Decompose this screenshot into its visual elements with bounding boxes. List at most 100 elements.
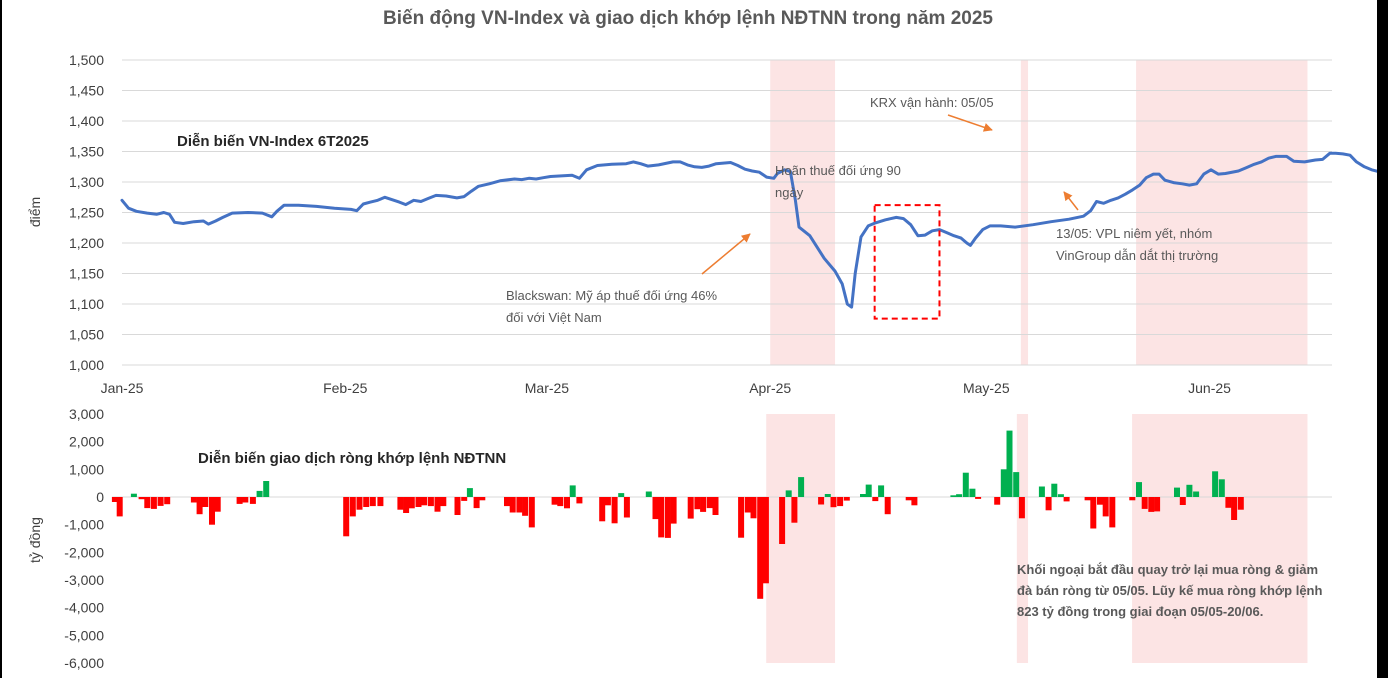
annotation-krx: KRX vận hành: 05/05 [870, 95, 994, 110]
net-flow-bar [905, 497, 912, 501]
net-flow-bar [994, 497, 1001, 505]
net-flow-bar [576, 497, 583, 504]
net-flow-bar [397, 497, 404, 510]
bar-y-tick-label: 0 [96, 489, 104, 505]
bar-shaded-period-0 [766, 414, 836, 663]
net-flow-bar [1141, 497, 1148, 509]
net-flow-bar [824, 494, 831, 497]
net-flow-bar [762, 497, 769, 584]
net-flow-bar [130, 493, 137, 497]
net-flow-bar [116, 497, 123, 517]
net-flow-bar [604, 497, 611, 506]
net-flow-bar [138, 497, 145, 500]
net-flow-bar [434, 497, 441, 512]
annotation-blackswan: đối với Việt Nam [506, 310, 602, 325]
net-flow-bar [516, 497, 523, 513]
net-flow-bar [865, 484, 872, 497]
net-flow-bar [694, 497, 701, 510]
net-flow-bar [564, 497, 570, 509]
foreign-flow-note: đà bán ròng từ 05/05. Lũy kế mua ròng kh… [1017, 583, 1322, 598]
net-flow-bar [1212, 471, 1219, 497]
bar-y-axis-label: tỷ đồng [27, 517, 43, 563]
x-tick-label: Jun-25 [1188, 380, 1231, 396]
line-y-tick-label: 1,400 [69, 113, 104, 129]
net-flow-bar [473, 497, 480, 509]
net-flow-bar [969, 488, 976, 497]
net-flow-bar [403, 497, 410, 513]
net-flow-bar [202, 497, 209, 507]
line-y-tick-label: 1,050 [69, 327, 104, 343]
net-flow-bar [242, 497, 249, 503]
net-flow-bar [1013, 472, 1020, 497]
net-flow-bar [408, 497, 415, 509]
line-y-tick-label: 1,250 [69, 205, 104, 221]
net-flow-bar [1109, 497, 1116, 528]
net-flow-bar [111, 497, 118, 502]
net-flow-bar [623, 497, 630, 518]
net-flow-bar [652, 497, 659, 520]
net-flow-bar [557, 497, 564, 507]
bar-shaded-period-1 [1016, 414, 1029, 663]
net-flow-bar [1000, 469, 1007, 497]
net-flow-bar [738, 497, 745, 538]
net-flow-bar [196, 497, 203, 515]
foreign-flow-note: Khối ngoại bắt đầu quay trở lại mua ròng… [1017, 562, 1318, 577]
net-flow-bar [618, 493, 625, 497]
line-subtitle: Diễn biến VN-Index 6T2025 [177, 133, 369, 150]
net-flow-bar [1218, 479, 1225, 497]
net-flow-bar [343, 497, 350, 537]
data-marks [111, 114, 1377, 599]
bar-y-tick-label: 1,000 [69, 461, 104, 477]
net-flow-bar [522, 497, 529, 516]
net-flow-bar [157, 497, 164, 506]
bar-y-tick-label: 2,000 [69, 434, 104, 450]
x-tick-label: May-25 [963, 380, 1010, 396]
net-flow-bar [369, 497, 376, 507]
net-flow-bar [1174, 487, 1180, 497]
net-flow-bar [1225, 497, 1232, 508]
net-flow-bar [830, 497, 837, 508]
net-flow-bar [263, 481, 270, 497]
net-flow-bar [528, 497, 535, 528]
bar-y-tick-label: -5,000 [64, 627, 104, 643]
blackswan-arrow [701, 233, 751, 275]
net-flow-bar [878, 485, 885, 497]
net-flow-bar [700, 497, 707, 512]
net-flow-bar [611, 497, 618, 524]
net-flow-bar [509, 497, 516, 513]
net-flow-bar [664, 497, 671, 538]
net-flow-bar [1136, 482, 1142, 497]
background-layer [766, 60, 1308, 663]
bar-y-tick-label: -3,000 [64, 572, 104, 588]
net-flow-bar [504, 497, 510, 507]
line-y-tick-label: 1,500 [69, 52, 104, 68]
gridlines [112, 59, 1332, 498]
net-flow-bar [454, 497, 461, 515]
net-flow-bar [956, 494, 963, 497]
net-flow-bar [349, 497, 356, 517]
net-flow-bar [1231, 497, 1238, 520]
net-flow-bar [599, 497, 606, 522]
net-flow-bar [466, 488, 473, 497]
net-flow-bar [256, 490, 263, 497]
net-flow-bar [415, 497, 422, 507]
net-flow-bar [645, 491, 652, 497]
annotation-blackswan: Blackswan: Mỹ áp thuế đối ứng 46% [506, 288, 717, 303]
line-y-tick-label: 1,450 [69, 83, 104, 99]
highlight-dashed-box [873, 204, 941, 320]
net-flow-bar [860, 494, 866, 497]
annotation-vpl: 13/05: VPL niêm yết, nhóm [1056, 226, 1212, 241]
net-flow-bar [1057, 494, 1064, 497]
net-flow-bar [461, 497, 468, 501]
bar-y-tick-label: -1,000 [64, 517, 104, 533]
net-flow-bar [569, 485, 576, 497]
net-flow-bar [551, 497, 558, 505]
net-flow-bar [440, 497, 447, 507]
net-flow-bar [757, 497, 764, 599]
net-flow-bar [843, 497, 850, 501]
bar-y-tick-label: 3,000 [69, 406, 104, 422]
text-layer: Biến động VN-Index và giao dịch khớp lện… [27, 8, 1322, 671]
net-flow-bar [144, 497, 151, 509]
line-y-tick-label: 1,200 [69, 235, 104, 251]
